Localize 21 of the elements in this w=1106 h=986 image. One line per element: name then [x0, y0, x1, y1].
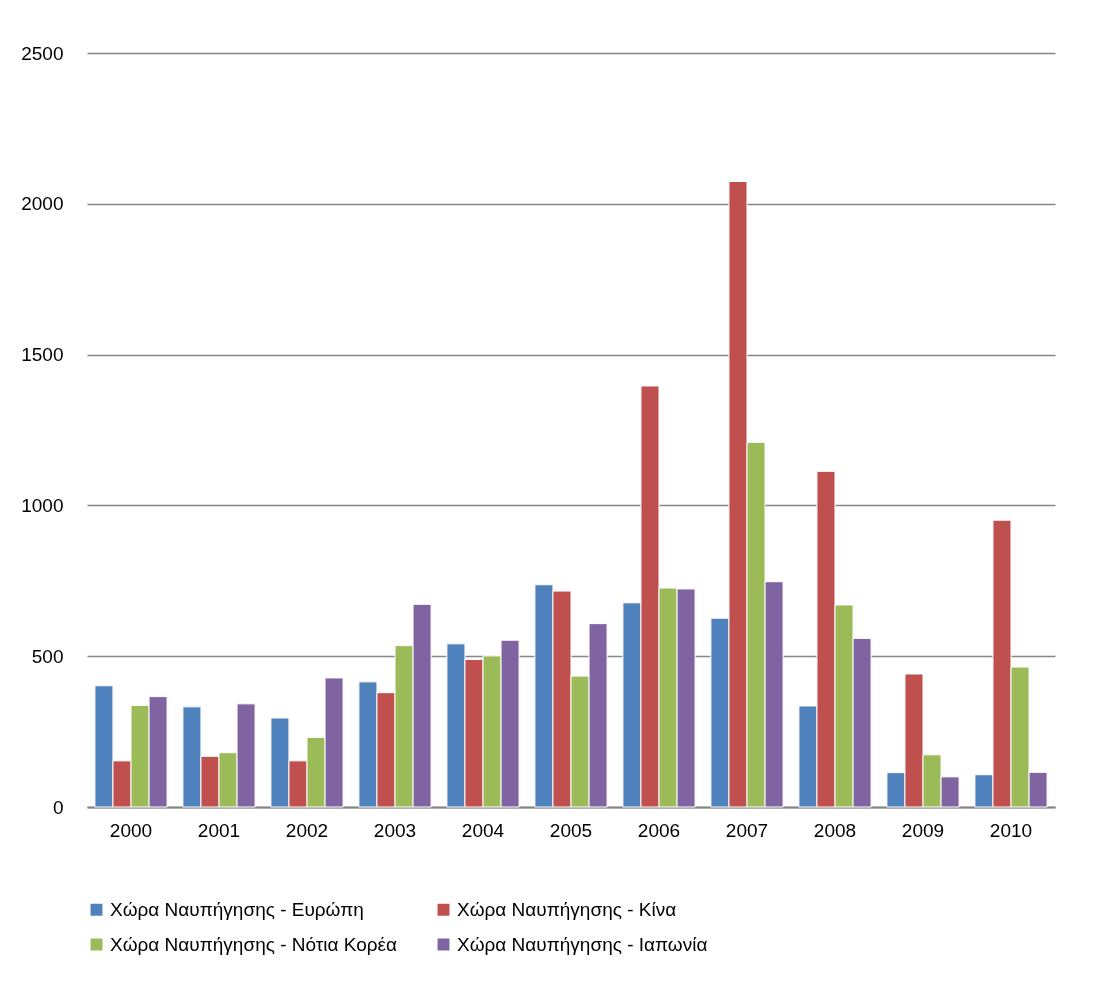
y-tick-label: 500 — [31, 645, 64, 667]
y-tick-label: 1000 — [21, 494, 64, 516]
x-tick-label: 2003 — [373, 819, 417, 841]
x-tick-label: 2004 — [461, 819, 505, 841]
y-tick-label: 0 — [52, 796, 64, 818]
y-tick-label: 1500 — [21, 344, 64, 366]
legend-label: Χώρα Ναυπήγησης - Κίνα — [457, 898, 677, 920]
x-tick-label: 2001 — [197, 819, 241, 841]
y-tick-label: 2000 — [21, 193, 64, 215]
y-tick-label: 2500 — [21, 42, 64, 64]
x-tick-label: 2002 — [285, 819, 329, 841]
x-tick-label: 2007 — [725, 819, 769, 841]
x-tick-label: 2009 — [901, 819, 945, 841]
legend-label: Χώρα Ναυπήγησης - Ευρώπη — [110, 898, 364, 920]
x-tick-label: 2005 — [549, 819, 593, 841]
legend-label: Χώρα Ναυπήγησης - Νότια Κορέα — [110, 933, 398, 955]
x-tick-label: 2000 — [109, 819, 153, 841]
x-tick-label: 2006 — [637, 819, 681, 841]
x-tick-label: 2008 — [813, 819, 857, 841]
x-tick-label: 2010 — [989, 819, 1033, 841]
legend-label: Χώρα Ναυπήγησης - Ιαπωνία — [457, 933, 708, 955]
